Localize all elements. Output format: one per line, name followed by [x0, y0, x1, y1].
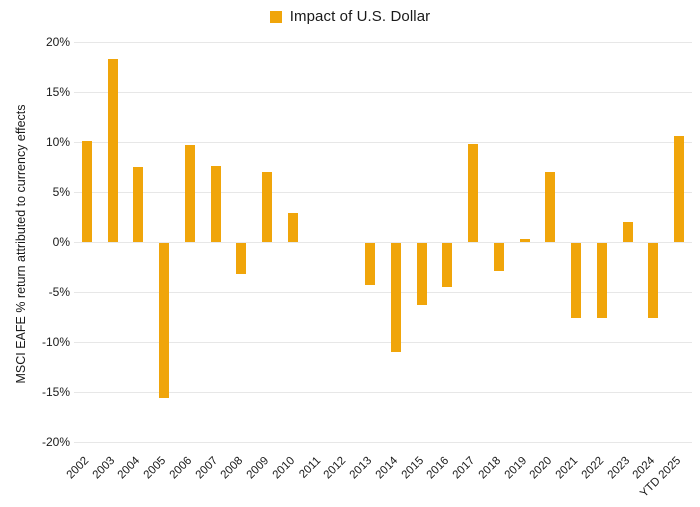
y-tick-label: -10%	[41, 335, 70, 349]
bar-2007	[210, 166, 221, 242]
bar-2016	[442, 243, 453, 287]
legend-label: Impact of U.S. Dollar	[289, 8, 431, 25]
gridline	[74, 292, 692, 293]
bar-2021	[571, 243, 582, 318]
bar-2017	[468, 144, 479, 242]
y-tick-label: -15%	[41, 385, 70, 399]
gridline	[74, 242, 692, 243]
gridline	[74, 192, 692, 193]
bar-2014	[390, 243, 401, 352]
bar-2008	[236, 243, 247, 274]
chart-legend: Impact of U.S. Dollar	[0, 8, 700, 25]
legend-swatch-icon	[269, 10, 282, 23]
y-tick-label: 20%	[45, 35, 70, 49]
y-tick-label: -5%	[48, 285, 70, 299]
y-tick-label: -20%	[41, 435, 70, 449]
bar-2009	[262, 172, 273, 242]
y-tick-label: 10%	[45, 135, 70, 149]
bar-2013	[365, 243, 376, 285]
y-tick-label: 15%	[45, 85, 70, 99]
bar-2020	[545, 172, 556, 242]
gridline	[74, 42, 692, 43]
bar-2004	[133, 167, 144, 242]
bar-2015	[416, 243, 427, 305]
bar-2019	[519, 239, 530, 242]
bar-2023	[622, 222, 633, 242]
gridline	[74, 342, 692, 343]
gridline	[74, 442, 692, 443]
bar-2024	[648, 243, 659, 318]
bar-2018	[493, 243, 504, 271]
bar-2022	[596, 243, 607, 318]
gridline	[74, 92, 692, 93]
bar-2005	[159, 243, 170, 398]
y-tick-label: 0%	[52, 235, 70, 249]
y-tick-label: 5%	[52, 185, 70, 199]
bar-2002	[81, 141, 92, 242]
bar-2010	[287, 213, 298, 242]
bar-ytd-2025	[674, 136, 685, 242]
gridline	[74, 392, 692, 393]
bar-2003	[107, 59, 118, 242]
bar-2006	[184, 145, 195, 242]
gridline	[74, 142, 692, 143]
